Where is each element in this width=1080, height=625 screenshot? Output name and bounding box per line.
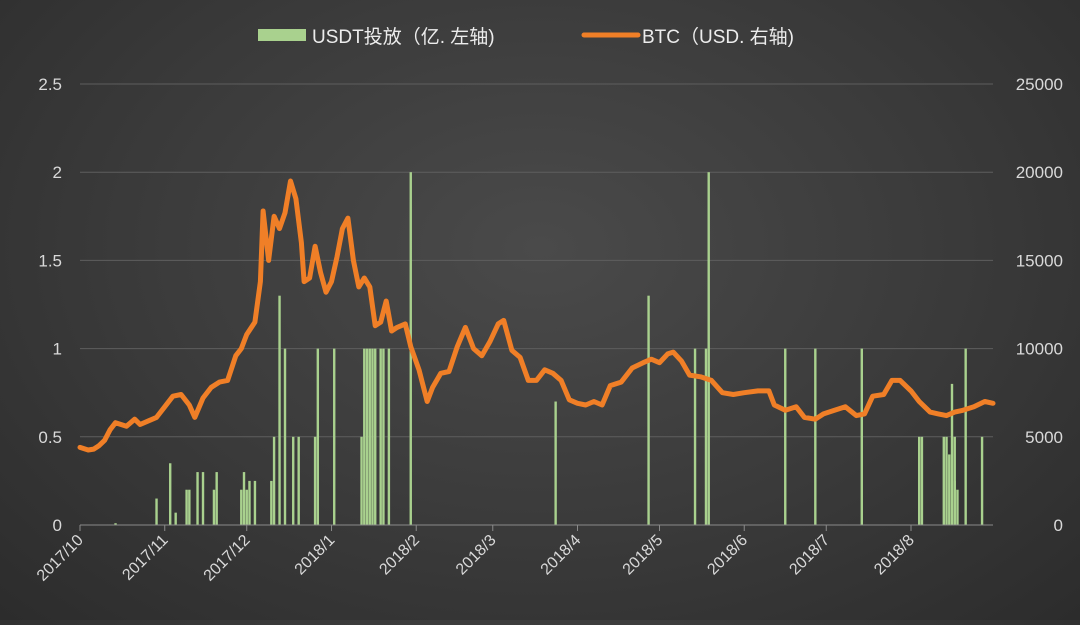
y-right-tick-label: 25000 xyxy=(1016,75,1063,94)
x-tick-label: 2018/7 xyxy=(786,532,833,579)
usdt-bar xyxy=(953,480,956,525)
usdt-bar xyxy=(374,348,377,525)
usdt-bar xyxy=(382,348,385,525)
usdt-bar xyxy=(948,454,951,525)
x-tick-label: 2018/6 xyxy=(704,532,751,579)
usdt-bar xyxy=(292,436,295,525)
usdt-bar xyxy=(313,436,317,525)
usdt-bar xyxy=(114,523,117,525)
usdt-bar xyxy=(379,348,382,525)
usdt-bar xyxy=(814,348,817,525)
usdt-bar xyxy=(371,348,374,525)
btc-line xyxy=(77,178,996,453)
usdt-bar xyxy=(215,472,218,525)
usdt-bar xyxy=(920,436,924,525)
usdt-bar xyxy=(212,489,216,525)
usdt-bar xyxy=(917,436,921,525)
usdt-bar xyxy=(272,436,276,525)
y-right-tick-label: 15000 xyxy=(1016,251,1063,270)
usdt-bar xyxy=(964,348,967,525)
usdt-bar xyxy=(297,436,300,525)
usdt-bar xyxy=(860,348,863,525)
usdt-bar xyxy=(278,295,281,525)
usdt-bar xyxy=(270,480,273,525)
y-left-tick-label: 0.5 xyxy=(38,428,62,447)
usdt-bar xyxy=(248,480,251,525)
usdt-bar xyxy=(368,348,371,525)
usdt-bar xyxy=(253,480,257,525)
x-tick-label: 2018/1 xyxy=(292,532,339,579)
legend-label-usdt: USDT投放（亿. 左轴) xyxy=(312,26,495,48)
y-left-tick-label: 0 xyxy=(53,516,62,535)
x-tick-label: 2018/5 xyxy=(620,532,667,579)
gridlines xyxy=(80,83,993,438)
usdt-bar xyxy=(387,348,391,525)
usdt-bar xyxy=(704,348,708,525)
legend: USDT投放（亿. 左轴) BTC（USD. 右轴) xyxy=(258,26,794,48)
usdt-bar xyxy=(950,383,954,525)
x-tick-label: 2017/10 xyxy=(34,532,87,585)
usdt-bar xyxy=(365,348,369,525)
usdt-bar xyxy=(316,348,320,525)
usdt-bar xyxy=(554,401,557,525)
x-tick-label: 2017/12 xyxy=(201,532,254,585)
usdt-bar xyxy=(201,472,205,525)
y-left-tick-label: 2 xyxy=(53,163,62,182)
usdt-bar xyxy=(283,348,287,525)
y-right-tick-label: 20000 xyxy=(1016,163,1063,182)
usdt-bar xyxy=(242,472,246,525)
usdt-bar xyxy=(363,348,366,525)
usdt-bar xyxy=(174,512,177,525)
x-tick-label: 2018/2 xyxy=(376,532,423,579)
usdt-bar xyxy=(196,472,199,525)
usdt-bar xyxy=(169,463,172,525)
usdt-bar xyxy=(333,348,336,525)
legend-swatch-usdt xyxy=(258,29,306,41)
usdt-bar xyxy=(155,498,158,525)
usdt-bar xyxy=(647,295,650,525)
usdt-bar xyxy=(784,348,787,525)
usdt-bar xyxy=(707,172,710,525)
usdt-bar xyxy=(693,348,697,525)
y-right-tick-label: 0 xyxy=(1054,516,1063,535)
y-left-tick-label: 1.5 xyxy=(38,251,62,270)
usdt-bar xyxy=(980,436,984,525)
usdt-bar xyxy=(240,489,243,525)
x-tick-label: 2018/8 xyxy=(871,532,918,579)
usdt-bar xyxy=(956,489,959,525)
usdt-bar xyxy=(945,436,948,525)
legend-label-btc: BTC（USD. 右轴) xyxy=(642,26,794,48)
usdt-bar xyxy=(942,436,945,525)
btc-line-layer xyxy=(77,178,996,453)
usdt-bar xyxy=(245,489,248,525)
y-right-tick-label: 10000 xyxy=(1016,340,1063,359)
x-tick-label: 2018/4 xyxy=(538,532,585,579)
usdt-bar xyxy=(188,489,191,525)
usdt-bar xyxy=(360,436,363,525)
y-left-tick-label: 1 xyxy=(53,340,62,359)
y-left-tick-label: 2.5 xyxy=(38,75,62,94)
usdt-bar xyxy=(185,489,188,525)
x-tick-label: 2018/3 xyxy=(453,532,500,579)
x-tick-label: 2017/11 xyxy=(119,532,171,584)
y-right-tick-label: 5000 xyxy=(1025,428,1063,447)
